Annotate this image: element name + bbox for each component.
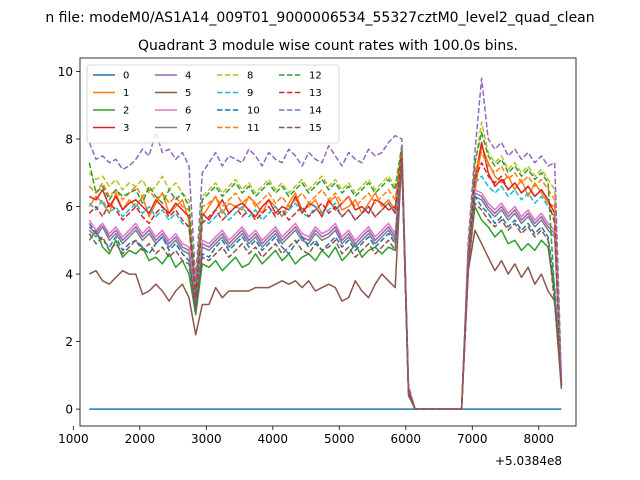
legend-label-12: 12 — [309, 71, 322, 82]
x-tick-label: 8000 — [523, 432, 554, 446]
y-tick-label: 2 — [65, 335, 73, 349]
x-tick-label: 6000 — [391, 432, 422, 446]
legend-label-5: 5 — [185, 88, 191, 99]
series-line-2 — [88, 151, 563, 410]
x-tick-label: 7000 — [457, 432, 488, 446]
legend-label-6: 6 — [185, 106, 191, 117]
series-line-6 — [88, 155, 563, 410]
x-tick-label: 1000 — [58, 432, 89, 446]
y-tick-label: 4 — [65, 268, 73, 282]
legend-box — [86, 64, 340, 144]
series-line-14 — [88, 77, 563, 410]
y-tick-label: 8 — [65, 133, 73, 147]
legend-label-7: 7 — [185, 123, 191, 134]
legend-label-9: 9 — [247, 88, 253, 99]
series-line-7 — [88, 158, 563, 410]
series-line-9 — [88, 151, 563, 410]
legend-label-13: 13 — [309, 88, 322, 99]
series-line-8 — [88, 121, 563, 410]
legend-label-0: 0 — [123, 71, 129, 82]
series-line-11 — [88, 148, 563, 410]
legend-label-11: 11 — [247, 123, 260, 134]
series-line-5 — [88, 155, 563, 410]
x-tick-label: 2000 — [125, 432, 156, 446]
x-tick-label: 4000 — [258, 432, 289, 446]
legend-label-3: 3 — [123, 123, 129, 134]
legend-label-8: 8 — [247, 71, 253, 82]
chart-suptitle: n file: modeM0/AS1A14_009T01_9000006534_… — [45, 10, 594, 26]
chart-title: Quadrant 3 module wise count rates with … — [138, 38, 518, 54]
y-axis: 0 2 4 6 8 10 — [58, 65, 80, 417]
series-line-1 — [88, 145, 563, 410]
legend-label-1: 1 — [123, 88, 129, 99]
x-tick-label: 3000 — [191, 432, 222, 446]
legend-label-14: 14 — [309, 106, 322, 117]
x-offset-label: +5.0384e8 — [495, 454, 562, 468]
y-tick-label: 0 — [65, 403, 73, 417]
y-tick-label: 6 — [65, 200, 73, 214]
series-line-12 — [88, 131, 563, 410]
legend-label-2: 2 — [123, 106, 129, 117]
legend-label-15: 15 — [309, 123, 322, 134]
x-tick-label: 5000 — [324, 432, 355, 446]
series-line-4 — [88, 155, 563, 410]
y-tick-label: 10 — [58, 65, 73, 79]
legend-label-4: 4 — [185, 71, 191, 82]
series-line-13 — [88, 151, 563, 410]
legend-label-10: 10 — [247, 106, 260, 117]
x-axis: 1000 2000 3000 4000 5000 6000 7000 8000 — [58, 426, 554, 446]
series-line-10 — [88, 155, 563, 410]
series-line-15 — [88, 158, 563, 410]
plot-frame — [79, 57, 577, 427]
series-layer — [88, 77, 563, 410]
